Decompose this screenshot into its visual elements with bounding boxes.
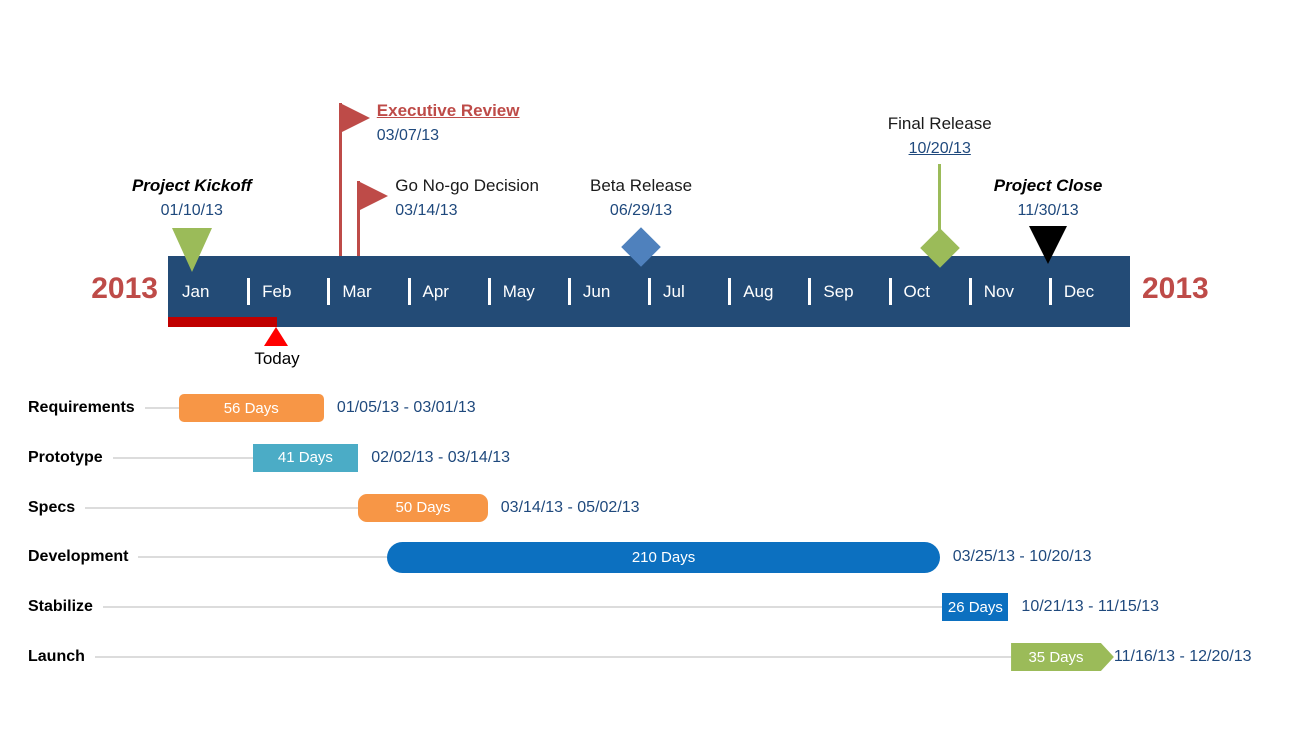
milestone-date: 11/30/13 [1017,201,1079,219]
milestone-date: 06/29/13 [609,201,673,219]
month-label: Oct [903,281,930,301]
month-label: Sep [823,281,854,301]
month-cell: Aug [728,256,809,327]
task-date-range: 01/05/13 - 03/01/13 [336,399,476,416]
task-bar: 56 Days [178,394,324,422]
milestone-title: Beta Release [590,176,693,195]
task-duration-label: 50 Days [395,499,451,517]
month-label: Apr [422,281,449,301]
task-label: Development [28,548,129,566]
month-tick [728,278,732,305]
milestone-final-release: Final Release 10/20/13 [830,115,1050,158]
month-tick [968,278,972,305]
flag-icon [360,182,389,210]
task-connector-line [95,656,1012,658]
month-label: Jul [663,281,685,301]
month-cell: Jan [168,256,248,327]
month-tick [888,278,892,305]
milestone-title: Go No-go Decision [395,176,539,195]
milestone-project-close: Project Close 11/30/13 [938,177,1158,220]
task-duration-label: 26 Days [947,598,1003,616]
task-date-range: 03/14/13 - 05/02/13 [500,498,640,516]
task-label: Requirements [28,399,135,416]
month-cell: Feb [247,256,328,327]
task-label: Launch [28,648,85,665]
month-cell: Dec [1048,256,1130,327]
month-tick [1048,278,1052,305]
task-bar: 210 Days [387,541,940,573]
month-tick [407,278,411,305]
task-connector-line [113,456,253,459]
flag-stem [338,103,342,256]
month-tick [648,278,652,305]
today-label: Today [254,349,300,368]
flag-stem [357,181,361,256]
month-tick [327,278,331,305]
task-connector-line [85,506,359,509]
milestone-date: 01/10/13 [160,201,223,219]
task-bar: 35 Days [1011,643,1114,671]
task-label: Prototype [28,448,103,466]
month-label: Jan [182,281,210,301]
milestone-date: 03/07/13 [376,126,440,144]
timeline-band: Jan Feb Mar Apr May Jun Jul Aug Sep Oct [168,256,1130,327]
today-arrow-icon [264,327,288,346]
month-cell: Sep [808,256,889,327]
month-tick [808,278,812,305]
task-bar: 26 Days [942,593,1009,622]
task-bar: 41 Days [252,443,359,472]
milestone-triangle-icon [171,228,212,272]
month-cell: Mar [327,256,408,327]
month-label: Mar [342,281,372,301]
milestone-executive-review: Executive Review 03/07/13 [377,102,520,145]
task-label: Stabilize [28,598,93,616]
task-bar: 50 Days [358,493,488,522]
task-connector-line [145,407,179,409]
milestone-title: Project Close [993,176,1103,195]
task-date-range: 03/25/13 - 10/20/13 [952,548,1092,566]
year-label-left: 2013 [91,272,158,305]
task-duration-label: 56 Days [223,399,279,417]
month-tick [487,278,491,305]
task-duration-label: 210 Days [631,548,696,566]
milestone-title: Final Release [887,114,992,133]
task-label: Specs [28,498,76,516]
flag-icon [341,104,370,132]
task-duration-label: 41 Days [277,449,333,467]
task-date-range: 11/16/13 - 12/20/13 [1113,648,1252,665]
month-cell: Jul [648,256,729,327]
milestone-triangle-icon [1029,226,1068,264]
today-elapsed-bar [168,317,277,327]
milestone-date: 03/14/13 [395,201,458,219]
month-cell: Oct [888,256,970,327]
month-cell: May [487,256,569,327]
month-label: Feb [262,281,292,301]
task-connector-line [103,606,943,609]
task-duration-label: 35 Days [1028,648,1084,666]
milestone-title: Project Kickoff [131,176,252,195]
month-label: Nov [983,281,1014,301]
task-date-range: 10/21/13 - 11/15/13 [1021,598,1160,616]
task-date-range: 02/02/13 - 03/14/13 [371,448,511,466]
milestone-title: Executive Review [376,101,520,120]
milestone-date: 10/20/13 [908,139,971,157]
month-tick [247,278,251,305]
month-label: May [502,281,535,301]
month-label: Dec [1063,281,1095,301]
year-label-right: 2013 [1142,272,1209,305]
month-cell: Apr [407,256,489,327]
month-tick [567,278,571,305]
milestone-project-kickoff: Project Kickoff 01/10/13 [82,177,302,220]
month-cell: Nov [968,256,1050,327]
milestone-go-no-go-decision: Go No-go Decision 03/14/13 [395,177,539,220]
task-connector-line [138,556,388,559]
month-label: Jun [582,281,611,301]
month-label: Aug [743,281,774,301]
milestone-beta-release: Beta Release 06/29/13 [531,177,751,220]
month-cell: Jun [567,256,649,327]
milestone-stem [938,164,942,238]
